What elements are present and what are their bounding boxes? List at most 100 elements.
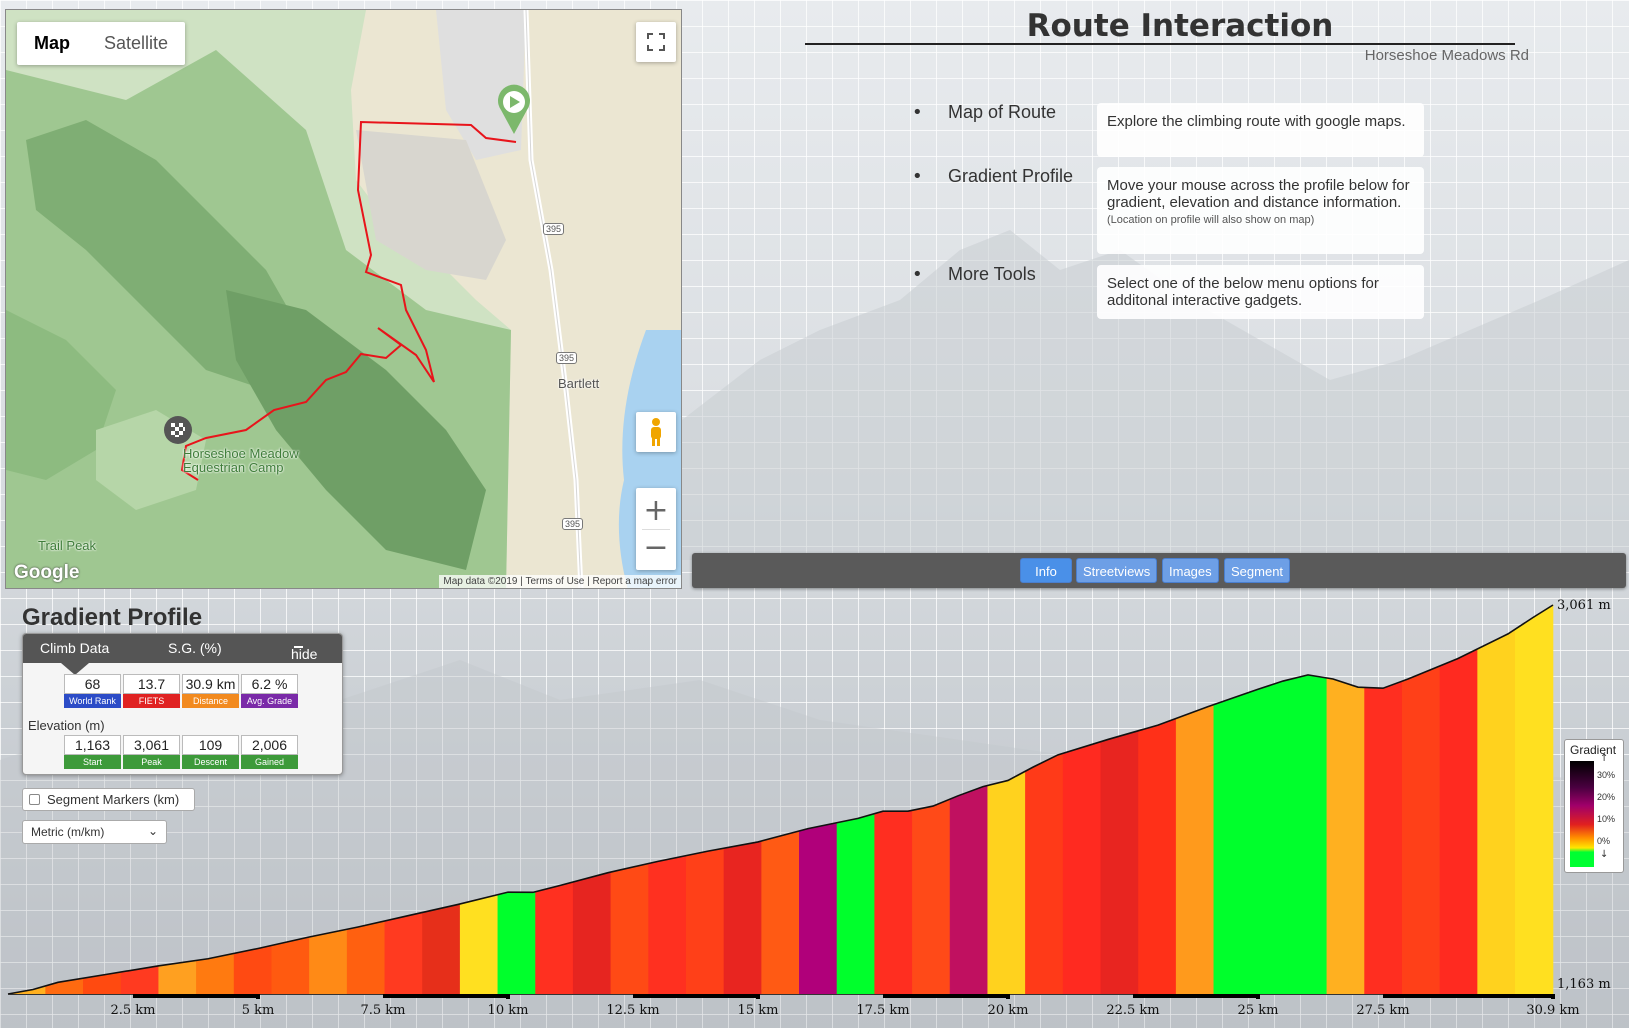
units-select[interactable]: Metric (m/km) ⌄ <box>22 820 167 844</box>
map-terrain <box>6 10 681 588</box>
title-divider <box>805 43 1515 45</box>
y-label-bottom: 1,163 m <box>1557 977 1611 992</box>
profile-slice <box>1439 648 1478 995</box>
bartlett-label: Bartlett <box>558 376 600 391</box>
gradient-profile-desc: Move your mouse across the profile below… <box>1097 167 1424 254</box>
hwy-395-badge: 395 <box>543 223 565 235</box>
gradient-profile-note: (Location on profile will also show on m… <box>1107 214 1315 226</box>
gained-value: 2,006 <box>241 735 298 755</box>
tab-streetviews[interactable]: Streetviews <box>1076 558 1158 583</box>
tab-segment[interactable]: Segment <box>1224 558 1291 583</box>
hwy-395-badge-3: 395 <box>562 518 584 530</box>
zoom-out-icon[interactable]: − <box>643 529 669 565</box>
fullscreen-icon <box>647 33 665 51</box>
world-rank-value: 68 <box>64 674 121 694</box>
profile-slice <box>1175 704 1215 995</box>
x-tick-label: 20 km <box>988 1003 1029 1018</box>
map-of-route-text: Explore the climbing route with google m… <box>1107 113 1406 130</box>
legend-color-bar <box>1570 761 1594 867</box>
world-rank-label: World Rank <box>64 694 121 708</box>
profile-slice <box>874 809 913 995</box>
bullet-icon: • <box>912 102 923 123</box>
arrow-up-icon: ↑ <box>1600 753 1609 764</box>
x-tick-label: 10 km <box>488 1003 529 1018</box>
profile-slice <box>120 965 160 995</box>
profile-slice <box>1477 628 1516 995</box>
map-of-route-label: Map of Route <box>948 102 1057 122</box>
terms-link[interactable]: Terms of Use <box>525 576 585 587</box>
units-select-value: Metric (m/km) <box>31 825 105 839</box>
start-elev-label: Start <box>64 755 121 769</box>
profile-slice <box>761 830 800 995</box>
elevation-label: Elevation (m) <box>28 718 105 733</box>
x-tick-label: 5 km <box>242 1003 275 1018</box>
descent-value: 109 <box>182 735 239 755</box>
tab-images[interactable]: Images <box>1162 558 1219 583</box>
gradient-profile-chart[interactable]: 2.5 km 5 km 7.5 km 10 km 12.5 km 15 km 17.5 km… <box>0 594 1629 1028</box>
zoom-in-icon[interactable]: + <box>643 492 669 528</box>
peak-elev-stat: 3,061 Peak <box>123 735 180 769</box>
more-tools-text: Select one of the below menu options for… <box>1107 275 1379 309</box>
profile-slice <box>1288 674 1328 995</box>
climb-data-tab[interactable]: Climb Data <box>40 640 110 656</box>
sg-tab[interactable]: S.G. (%) <box>168 640 222 656</box>
legend-tick: 30% <box>1597 770 1616 780</box>
chevron-down-icon: ⌄ <box>147 824 158 838</box>
route-map[interactable]: Map Satellite + − Bartlett Horseshoe Mea… <box>5 9 682 589</box>
gradient-profile-text: Move your mouse across the profile below… <box>1107 177 1410 211</box>
tab-info[interactable]: Info <box>1020 558 1072 583</box>
horseshoe-meadow-label: Horseshoe Meadow Equestrian Camp <box>183 447 299 475</box>
descent-label: Descent <box>182 755 239 769</box>
finish-marker-icon[interactable] <box>163 415 193 445</box>
profile-slice <box>422 903 461 995</box>
fullscreen-button[interactable] <box>636 22 676 62</box>
start-elev-stat: 1,163 Start <box>64 735 121 769</box>
profile-slice <box>271 936 310 995</box>
segment-markers-toggle[interactable]: Segment Markers (km) <box>22 788 195 811</box>
x-axis-band <box>1133 994 1258 998</box>
hide-label: hide <box>291 646 318 662</box>
x-tick-label: 2.5 km <box>110 1003 155 1018</box>
map-tab[interactable]: Map <box>34 33 70 53</box>
x-axis-band <box>133 994 258 998</box>
x-tick-label: 17.5 km <box>856 1003 909 1018</box>
climb-data-panel: Climb Data S.G. (%) hide 68 World Rank 1… <box>22 633 343 775</box>
minus-icon <box>294 646 303 648</box>
gained-stat: 2,006 Gained <box>241 735 298 769</box>
more-tools-label: More Tools <box>948 264 1036 284</box>
x-axis-band <box>883 994 1008 998</box>
x-tick-label: 22.5 km <box>1106 1003 1159 1018</box>
x-tick-label: 27.5 km <box>1356 1003 1409 1018</box>
report-error-link[interactable]: Report a map error <box>592 576 677 587</box>
segment-markers-checkbox[interactable] <box>29 794 40 805</box>
profile-slice <box>648 855 687 995</box>
profile-slice <box>459 894 499 995</box>
world-rank-stat: 68 World Rank <box>64 674 121 708</box>
bullet-icon: • <box>912 264 923 285</box>
start-elev-value: 1,163 <box>64 735 121 755</box>
profile-slice <box>912 798 951 995</box>
y-label-top: 3,061 m <box>1557 598 1611 613</box>
profile-slice <box>497 891 536 995</box>
profile-slice <box>1138 717 1177 995</box>
pegman-button[interactable] <box>636 412 676 452</box>
satellite-tab[interactable]: Satellite <box>104 33 169 53</box>
profile-slice <box>1326 677 1365 995</box>
profile-slice <box>1401 665 1441 995</box>
hwy-395-badge-2: 395 <box>556 352 578 364</box>
map-of-route-desc: Explore the climbing route with google m… <box>1097 103 1424 157</box>
peak-elev-value: 3,061 <box>123 735 180 755</box>
x-tick-label: 30.9 km <box>1526 1003 1579 1018</box>
profile-slice <box>1364 680 1403 995</box>
profile-slice <box>309 928 348 995</box>
horseshoe-meadow-text: Horseshoe Meadow Equestrian Camp <box>183 446 299 475</box>
avg-grade-value: 6.2 % <box>241 674 298 694</box>
legend-title: Gradient <box>1570 743 1617 757</box>
gradient-profile-title: Gradient Profile <box>22 604 203 631</box>
profile-slice <box>1100 730 1139 995</box>
gradient-profile-label: Gradient Profile <box>948 166 1074 186</box>
route-name: Horseshoe Meadows Rd <box>1364 47 1529 64</box>
avg-grade-stat: 6.2 % Avg. Grade <box>241 674 298 708</box>
start-marker-icon[interactable] <box>496 84 532 136</box>
pegman-icon <box>651 418 661 446</box>
